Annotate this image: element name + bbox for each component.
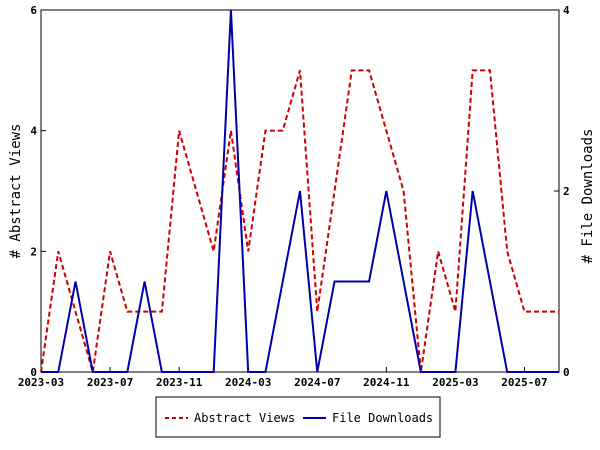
legend: Abstract Views File Downloads: [155, 396, 441, 438]
legend-box: [155, 396, 441, 438]
series-line-file-downloads: [41, 9, 559, 373]
y2-axis-label: # File Downloads: [580, 129, 596, 264]
y2-tick-label: 0: [563, 366, 570, 379]
series-layer: [40, 9, 559, 373]
x-tick-label: 2023-03: [18, 376, 64, 389]
x-tick-label: 2023-11: [156, 376, 203, 389]
x-tick-label: 2024-03: [225, 376, 271, 389]
y-tick-label: 0: [30, 366, 37, 379]
y-tick-label: 4: [30, 125, 37, 138]
y2-tick-label: 4: [563, 4, 570, 17]
y-tick-label: 2: [30, 245, 37, 258]
x-tick-label: 2024-11: [363, 376, 410, 389]
legend-label-file-downloads: File Downloads: [332, 411, 433, 425]
x-tick-label: 2025-07: [501, 376, 547, 389]
y-tick-label: 6: [30, 4, 37, 17]
x-axis: 2023-03 2023-07 2023-11 2024-03 2024-07 2024-…: [18, 367, 548, 389]
series-line-abstract-views: [40, 69, 559, 373]
y2-tick-label: 2: [563, 185, 570, 198]
legend-label-abstract-views: Abstract Views: [194, 411, 295, 425]
x-tick-label: 2025-03: [432, 376, 478, 389]
y-axis-label: # Abstract Views: [8, 124, 24, 259]
x-tick-label: 2023-07: [87, 376, 133, 389]
x-tick-label: 2024-07: [294, 376, 340, 389]
